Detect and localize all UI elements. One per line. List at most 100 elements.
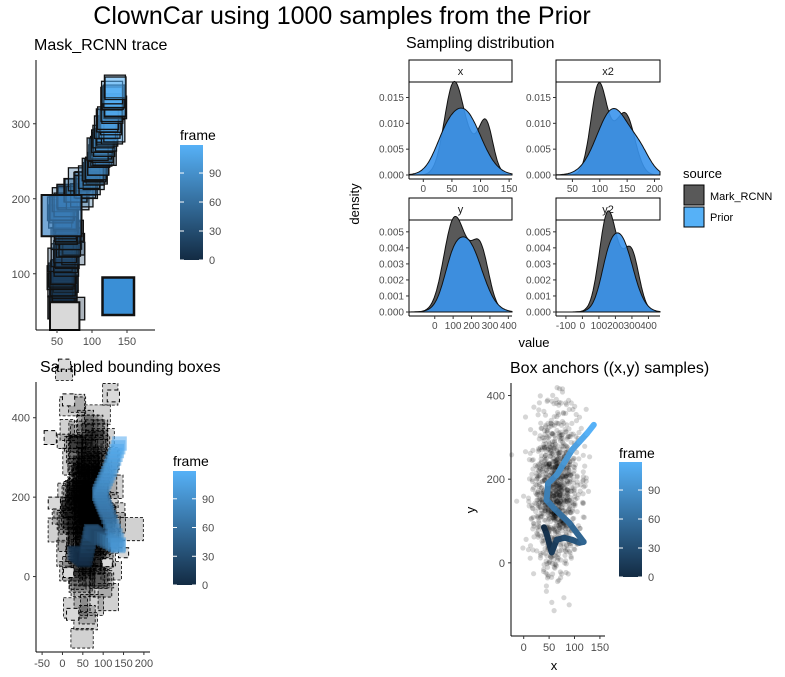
sample-point: [552, 445, 558, 451]
sample-point: [555, 480, 561, 486]
sample-point: [542, 454, 548, 460]
sample-point: [553, 492, 559, 498]
sample-point: [541, 438, 547, 444]
sample-point: [543, 474, 549, 480]
x-tick-label: -50: [34, 658, 50, 670]
y-tick-label: 200: [487, 474, 505, 486]
sample-point: [551, 564, 557, 570]
sample-point: [543, 461, 549, 467]
panel-title: Mask_RCNN trace: [34, 37, 167, 54]
sample-point: [557, 491, 563, 497]
sample-point: [580, 474, 587, 480]
colorbar-tick-label: 0: [648, 572, 654, 584]
sample-point: [575, 492, 582, 498]
sample-point: [571, 455, 577, 461]
sample-point: [530, 514, 536, 520]
facet-strip-label: y: [458, 204, 464, 216]
sample-point: [537, 473, 543, 479]
sample-point: [555, 491, 561, 498]
x-tick-label: 100: [472, 184, 489, 195]
sample-point: [559, 476, 565, 482]
sample-point: [562, 494, 569, 500]
y-tick-label: 0.003: [379, 259, 404, 270]
sampled-box: [47, 496, 61, 510]
sample-point: [582, 463, 588, 469]
sample-point: [545, 507, 552, 513]
sample-point: [546, 446, 552, 452]
sample-point: [560, 439, 566, 445]
sample-point: [545, 420, 551, 426]
sample-point: [554, 414, 560, 420]
sample-point: [530, 526, 536, 532]
sample-point: [544, 398, 550, 404]
sample-point: [547, 441, 553, 447]
y-tick-label: 0.002: [526, 275, 551, 286]
sample-point: [556, 430, 562, 436]
sample-point: [571, 502, 577, 508]
sample-point: [556, 500, 562, 506]
sample-point: [552, 565, 558, 571]
sample-point: [542, 546, 548, 552]
sample-point: [537, 495, 543, 501]
y-tick-label: 0.005: [526, 227, 551, 238]
legend-key-prior: [683, 206, 705, 228]
sample-point: [564, 499, 571, 505]
sample-point: [536, 473, 542, 479]
sample-point: [571, 471, 577, 477]
sample-point: [580, 500, 587, 506]
sample-point: [536, 501, 542, 507]
sample-point: [541, 505, 547, 511]
sample-point: [526, 476, 533, 482]
x-tick-label: -100: [556, 321, 576, 332]
sample-point: [570, 431, 576, 437]
sample-point: [536, 503, 542, 509]
sample-point: [531, 485, 537, 491]
sample-point: [529, 457, 535, 463]
sample-point: [567, 476, 573, 482]
sample-point: [551, 446, 557, 452]
y-tick-label: 0.005: [526, 145, 551, 156]
sample-point: [514, 498, 520, 504]
sample-point: [531, 571, 537, 577]
sample-point: [537, 555, 544, 561]
sample-point: [559, 386, 566, 392]
sample-point: [537, 489, 544, 495]
sampled-box: [71, 464, 90, 484]
sample-point: [556, 399, 562, 405]
sample-point: [540, 550, 546, 556]
sampled-box: [61, 393, 76, 407]
sample-point: [553, 497, 559, 503]
sample-point: [554, 529, 560, 535]
colorbar-tick-label: 60: [202, 523, 214, 535]
sample-point: [578, 482, 584, 488]
axis-ticks: 0 50 100 150 0 200 400: [487, 391, 609, 654]
sample-point: [573, 433, 579, 439]
sample-point: [568, 471, 574, 477]
sample-point: [552, 433, 558, 439]
sample-point: [546, 461, 552, 467]
sample-point: [560, 451, 566, 457]
sample-point: [569, 499, 575, 505]
sample-point: [552, 492, 558, 498]
sample-point: [581, 514, 587, 521]
sample-point: [557, 525, 563, 531]
sample-point: [549, 451, 555, 457]
facet-strip-label: x2: [602, 66, 614, 78]
sample-point: [561, 524, 567, 530]
sample-point: [558, 557, 564, 563]
sample-point: [563, 429, 569, 435]
sampled-box: [73, 611, 98, 631]
sample-point: [543, 441, 549, 447]
y-tick-label: 200: [12, 492, 30, 504]
sampled-box: [73, 583, 91, 612]
sample-point: [541, 408, 547, 414]
trace-segment: [566, 520, 587, 545]
sample-point: [551, 414, 557, 420]
sample-point: [564, 492, 570, 498]
sample-point: [542, 507, 548, 513]
sample-point: [554, 482, 560, 488]
sample-point: [541, 441, 547, 447]
sample-point: [535, 497, 541, 503]
sample-point: [566, 465, 572, 471]
